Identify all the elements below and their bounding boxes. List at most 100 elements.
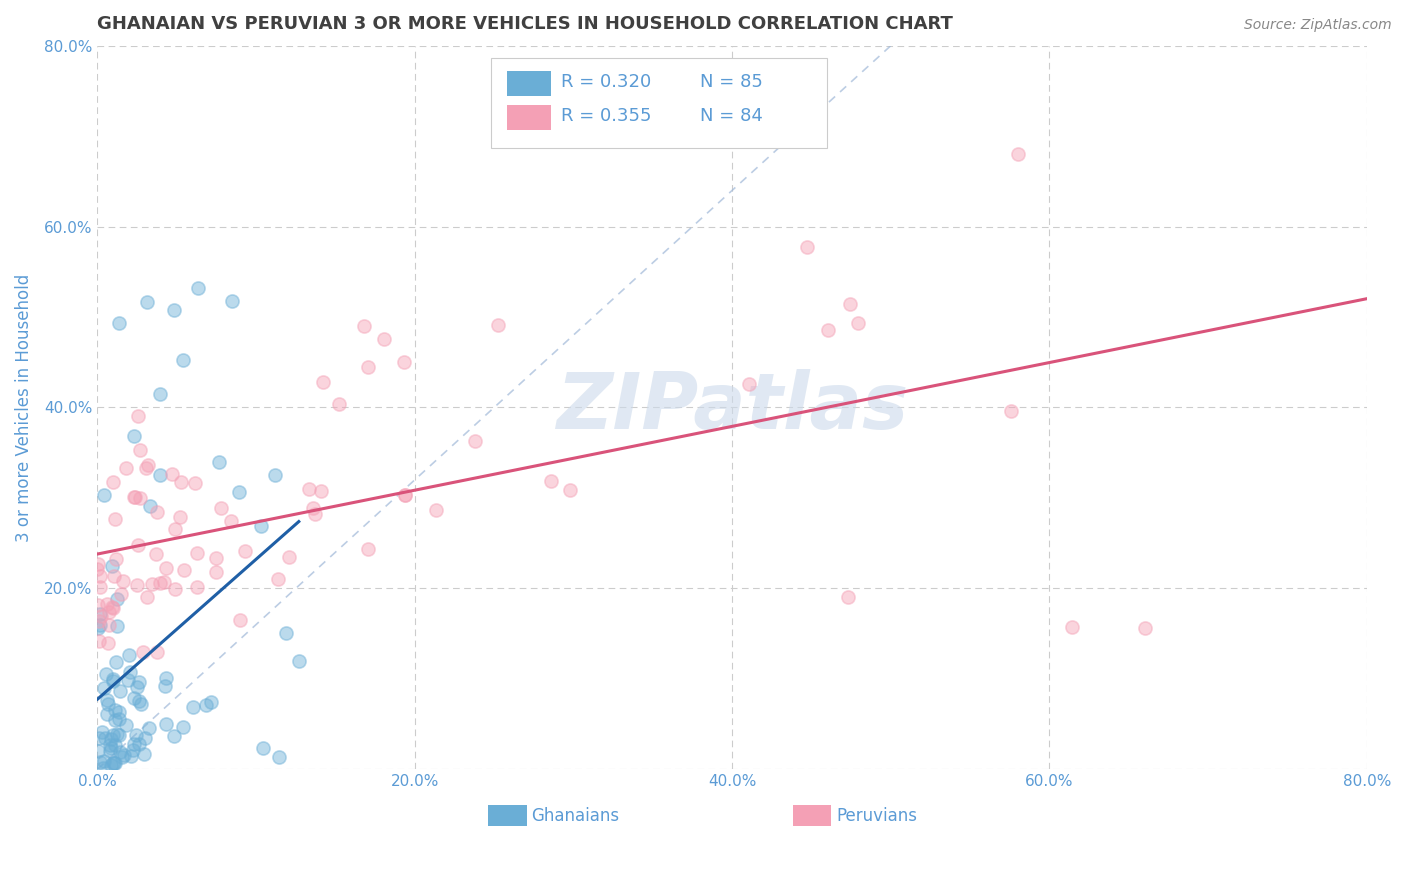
Point bbox=[118, 648, 141, 662]
Point bbox=[135, 590, 157, 604]
Text: N = 85: N = 85 bbox=[700, 73, 763, 91]
Point bbox=[90, 724, 112, 739]
Point bbox=[104, 714, 127, 728]
Point bbox=[425, 503, 447, 517]
Point bbox=[301, 501, 323, 516]
Point bbox=[1000, 404, 1022, 418]
Point bbox=[98, 618, 121, 632]
Point bbox=[186, 546, 208, 560]
Point bbox=[101, 673, 124, 688]
Point bbox=[252, 740, 274, 755]
Point bbox=[86, 621, 108, 635]
Point bbox=[304, 507, 326, 521]
Point bbox=[104, 756, 127, 770]
Point bbox=[94, 731, 117, 746]
Point bbox=[89, 580, 111, 594]
Text: GHANAIAN VS PERUVIAN 3 OR MORE VEHICLES IN HOUSEHOLD CORRELATION CHART: GHANAIAN VS PERUVIAN 3 OR MORE VEHICLES … bbox=[97, 15, 953, 33]
Text: Source: ZipAtlas.com: Source: ZipAtlas.com bbox=[1244, 18, 1392, 32]
Point bbox=[738, 377, 761, 392]
Point bbox=[97, 698, 120, 712]
Point bbox=[100, 757, 122, 772]
Point bbox=[93, 681, 115, 695]
Point bbox=[163, 729, 186, 743]
Point bbox=[373, 332, 395, 346]
Point bbox=[127, 680, 149, 694]
Point bbox=[209, 500, 232, 515]
Point bbox=[87, 599, 110, 613]
Point bbox=[101, 601, 124, 615]
Point bbox=[155, 716, 177, 731]
Point bbox=[100, 600, 122, 615]
Point bbox=[112, 748, 135, 763]
Point bbox=[87, 557, 110, 571]
Point bbox=[107, 712, 129, 726]
Point bbox=[125, 578, 148, 592]
Point bbox=[170, 475, 193, 490]
Point bbox=[186, 580, 208, 594]
Point bbox=[128, 694, 150, 708]
Point bbox=[846, 316, 869, 330]
Point bbox=[105, 727, 128, 741]
Text: Peruvians: Peruvians bbox=[837, 806, 917, 824]
Point bbox=[128, 675, 150, 690]
Point bbox=[205, 565, 228, 579]
Point bbox=[89, 568, 111, 582]
Point bbox=[122, 490, 145, 504]
Point bbox=[96, 693, 118, 707]
Point bbox=[183, 476, 205, 491]
Point bbox=[233, 543, 256, 558]
Point bbox=[104, 703, 127, 717]
Text: R = 0.355: R = 0.355 bbox=[561, 107, 651, 125]
Point bbox=[108, 317, 131, 331]
Point bbox=[163, 522, 186, 536]
FancyBboxPatch shape bbox=[491, 58, 827, 148]
Point bbox=[160, 467, 183, 481]
Point bbox=[394, 488, 416, 502]
Point bbox=[103, 569, 125, 583]
Point bbox=[838, 297, 860, 311]
Point bbox=[129, 442, 152, 457]
Point bbox=[486, 318, 509, 332]
Point bbox=[138, 721, 160, 735]
Point bbox=[309, 483, 332, 498]
Point bbox=[136, 458, 159, 472]
Point bbox=[100, 732, 122, 747]
Point bbox=[125, 728, 148, 742]
Point bbox=[87, 634, 110, 648]
Point bbox=[101, 559, 124, 574]
Text: ZIPatlas: ZIPatlas bbox=[555, 369, 908, 445]
Point bbox=[181, 700, 204, 714]
Point bbox=[89, 731, 111, 745]
Point bbox=[111, 750, 134, 764]
Point bbox=[837, 591, 859, 605]
Point bbox=[89, 607, 111, 621]
Point bbox=[115, 718, 138, 732]
FancyBboxPatch shape bbox=[793, 805, 831, 826]
Point bbox=[357, 541, 380, 556]
Point bbox=[100, 741, 122, 756]
Point bbox=[173, 563, 195, 577]
Point bbox=[101, 728, 124, 742]
Point bbox=[540, 475, 562, 489]
Point bbox=[129, 697, 152, 711]
Point bbox=[127, 538, 149, 552]
Point bbox=[87, 615, 110, 629]
Point bbox=[107, 705, 129, 719]
Point bbox=[124, 491, 146, 505]
Point bbox=[163, 582, 186, 597]
Point bbox=[108, 745, 131, 759]
Point bbox=[110, 587, 132, 601]
Point bbox=[104, 552, 127, 566]
Point bbox=[204, 551, 226, 566]
Point bbox=[122, 737, 145, 751]
Point bbox=[1007, 147, 1029, 161]
Point bbox=[353, 318, 375, 333]
Point bbox=[195, 698, 218, 712]
Y-axis label: 3 or more Vehicles in Household: 3 or more Vehicles in Household bbox=[15, 273, 32, 541]
Point bbox=[128, 738, 150, 752]
Point bbox=[394, 488, 416, 502]
Point bbox=[392, 354, 415, 368]
Point bbox=[135, 295, 157, 310]
Point bbox=[90, 608, 112, 623]
Point bbox=[1133, 621, 1156, 635]
